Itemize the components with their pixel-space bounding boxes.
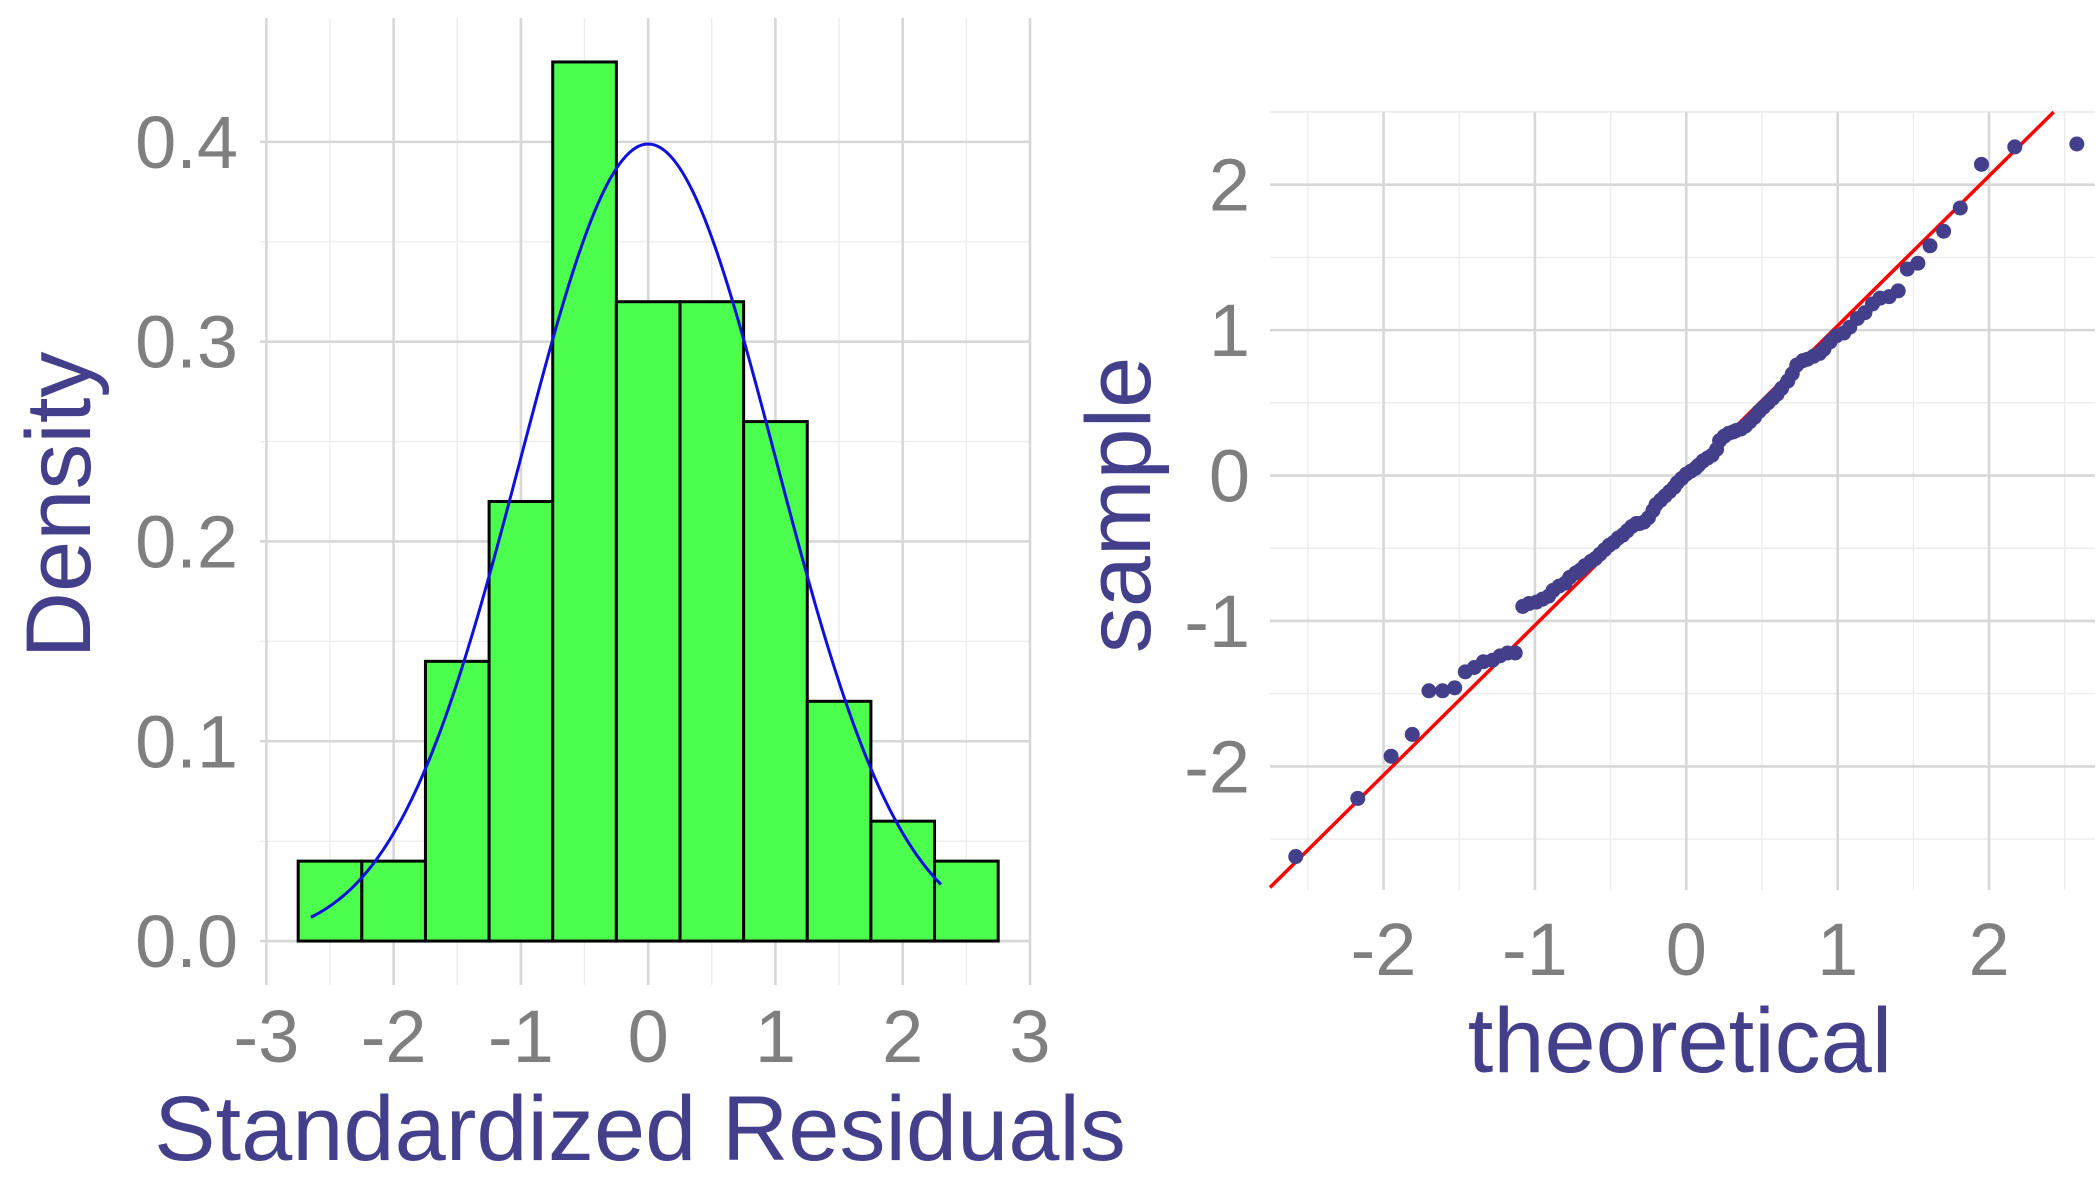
histogram-bar: [296, 859, 364, 943]
qq-point: [1936, 223, 1952, 239]
y-tick-label: 2: [1209, 144, 1250, 227]
x-tick-label: -2: [1351, 908, 1417, 991]
qq-point: [1922, 238, 1938, 254]
qq-point: [1435, 683, 1451, 699]
qq-point: [2069, 136, 2085, 152]
histogram-panel: -3 -2 -1 0 1 2 3 0.0 0.1 0.2 0.3 0.4 Standardized …: [8, 18, 1126, 1180]
qq-point: [1447, 680, 1463, 696]
histogram-y-axis-title: Density: [8, 352, 110, 659]
qq-point: [2007, 139, 2023, 155]
y-tick-label: -1: [1184, 580, 1250, 663]
histogram-bar: [805, 699, 873, 943]
x-tick-label: 1: [755, 995, 796, 1078]
density-curve-group: [310, 142, 942, 919]
qq-plot-panel: -2 -1 0 1 2 -2 -1 0 1 2 theoretical sample: [1068, 110, 2095, 1092]
y-tick-label: -2: [1184, 725, 1250, 808]
qq-point: [1383, 748, 1399, 764]
histogram-x-axis-title: Standardized Residuals: [154, 1078, 1126, 1180]
x-tick-label: 1: [1817, 908, 1858, 991]
x-tick-label: 3: [1009, 995, 1050, 1078]
histogram-bar: [423, 659, 491, 943]
qq-point: [1507, 645, 1523, 661]
qq-point: [1952, 200, 1968, 216]
qq-y-axis-title: sample: [1068, 357, 1170, 654]
y-tick-label: 0.1: [135, 700, 238, 783]
qq-points: [1288, 136, 2085, 865]
y-tick-label: 0.0: [135, 900, 238, 983]
x-tick-label: 0: [628, 995, 669, 1078]
x-tick-label: -3: [233, 995, 299, 1078]
x-tick-label: -1: [488, 995, 554, 1078]
histogram-y-tick-labels: 0.0 0.1 0.2 0.3 0.4: [135, 101, 238, 983]
qq-point: [1973, 156, 1989, 172]
qq-y-tick-labels: -2 -1 0 1 2: [1184, 144, 1250, 809]
x-tick-label: 0: [1666, 908, 1707, 991]
qq-point: [1288, 849, 1304, 865]
density-curve: [310, 142, 942, 919]
histogram-bar: [551, 60, 618, 943]
y-tick-label: 0: [1209, 435, 1250, 518]
x-tick-label: 2: [882, 995, 923, 1078]
qq-point: [1421, 683, 1437, 699]
histogram-bars: [296, 60, 1000, 943]
y-tick-label: 0.3: [135, 301, 238, 384]
qq-point: [1890, 283, 1906, 299]
histogram-bar: [487, 500, 555, 943]
histogram-bar: [678, 300, 746, 943]
x-tick-label: -2: [361, 995, 427, 1078]
histogram-x-tick-labels: -3 -2 -1 0 1 2 3: [233, 995, 1050, 1078]
qq-x-tick-labels: -2 -1 0 1 2: [1351, 908, 2010, 991]
y-tick-label: 1: [1209, 289, 1250, 372]
x-tick-label: 2: [1968, 908, 2009, 991]
y-tick-label: 0.4: [135, 101, 238, 184]
qq-point: [1350, 790, 1366, 806]
qq-gridlines: [1270, 111, 2095, 890]
qq-point: [1910, 255, 1926, 271]
histogram-bar: [869, 819, 937, 943]
qq-x-axis-title: theoretical: [1468, 990, 1892, 1092]
histogram-bar: [933, 859, 1000, 943]
x-tick-label: -1: [1502, 908, 1568, 991]
histogram-bar: [742, 420, 809, 943]
y-tick-label: 0.2: [135, 500, 238, 583]
histogram-bar: [614, 300, 682, 943]
histogram-bar: [360, 859, 427, 943]
qq-point: [1404, 726, 1420, 742]
